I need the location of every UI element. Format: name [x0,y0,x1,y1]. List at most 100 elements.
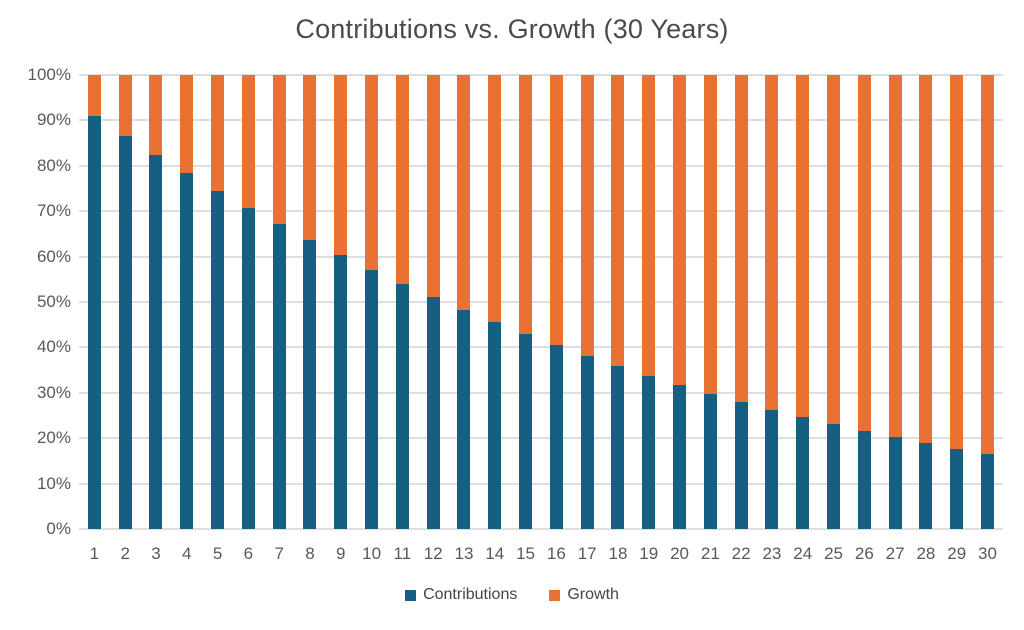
growth-segment [796,75,810,417]
growth-segment [426,75,440,298]
contributions-segment [827,424,841,529]
bar-column [880,75,911,529]
contributions-segment [87,116,101,529]
stacked-bar-year-1 [87,75,101,529]
contributions-segment [981,453,994,529]
growth-swatch-icon [549,589,561,601]
x-axis-label: 6 [243,544,254,563]
stacked-bar-year-23 [765,75,779,529]
legend-item-growth: Growth [549,586,619,604]
bar-column [387,75,418,529]
bar-column [141,75,172,529]
contributions-segment [703,393,717,529]
x-axis-label: 7 [274,544,284,563]
contributions-segment [334,255,348,529]
y-axis-label: 100% [27,65,71,84]
growth-segment [365,75,379,271]
contributions-segment [180,173,194,529]
contributions-segment [149,154,163,529]
contributions-segment [888,436,902,529]
contributions-segment [488,322,502,529]
x-axis-label: 8 [305,544,315,563]
y-axis-label: 0% [46,519,71,538]
x-axis-label: 20 [670,544,689,563]
contributions-segment [549,345,563,529]
bar-column [695,75,726,529]
contributions-segment [272,224,286,529]
contributions-swatch-icon [405,589,417,601]
stacked-bar-year-6 [241,75,255,529]
stacked-bar-year-10 [365,75,379,529]
contributions-segment [395,283,409,529]
contributions-segment [457,310,471,529]
bar-column [664,75,695,529]
bar-column [849,75,880,529]
x-axis-label: 4 [182,544,192,563]
bar-column [479,75,510,529]
stacked-bar-year-21 [703,75,717,529]
contributions-segment [241,208,255,529]
x-axis-label: 29 [947,544,967,563]
y-axis-label: 40% [36,337,71,357]
gridline [79,164,1003,167]
stacked-bar-year-2 [118,75,132,529]
growth-segment [919,75,933,443]
x-axis-label: 26 [854,544,874,563]
stacked-bar-year-16 [549,75,563,529]
growth-segment [580,75,594,357]
gridline [79,437,1003,440]
legend-label-growth: Growth [567,586,619,603]
x-axis-label: 27 [885,544,905,563]
growth-segment [149,75,163,155]
growth-segment [765,75,779,410]
x-axis-label: 3 [151,544,161,563]
y-axis-label: 80% [36,155,71,175]
stacked-bar-year-29 [950,75,964,529]
stacked-bar-year-18 [611,75,625,529]
growth-segment [611,75,625,366]
chart-title: Contributions vs. Growth (30 Years) [295,14,729,44]
bar-column [572,75,603,529]
bar-column [110,75,141,529]
stacked-bar-year-28 [919,75,933,529]
growth-segment [673,75,687,386]
x-axis-label: 23 [762,544,782,563]
stacked-bar-year-12 [426,75,440,529]
stacked-bar-year-24 [796,75,810,529]
plot-area [79,74,1003,530]
y-axis-label: 50% [36,292,71,311]
bar-column [295,75,326,529]
stacked-bar-year-15 [519,75,533,529]
stacked-bar-year-5 [211,75,225,529]
legend-label-contributions: Contributions [423,586,518,603]
contributions-segment [765,409,779,529]
bar-column [325,75,356,529]
contributions-segment [211,190,225,529]
bar-column [264,75,295,529]
stacked-bar-year-11 [395,75,409,529]
bar-column [787,75,818,529]
growth-segment [734,75,748,402]
stacked-bar-year-9 [334,75,348,529]
bar-column [449,75,480,529]
gridline [79,528,1003,530]
contributions-segment [519,334,533,529]
growth-segment [87,75,101,117]
contributions-segment [642,375,656,529]
contributions-segment [580,356,594,529]
gridline [79,119,1003,122]
stacked-bar-year-4 [180,75,194,529]
bar-column [972,75,1003,529]
x-axis-label: 21 [700,544,720,563]
contributions-segment [673,385,687,529]
stacked-bar-year-3 [149,75,163,529]
growth-segment [519,75,533,335]
bar-column [418,75,449,529]
y-axis-label: 60% [36,246,71,266]
x-axis-label: 10 [362,544,382,563]
x-axis-label: 2 [120,544,130,563]
bar-column [202,75,233,529]
contributions-segment [796,416,810,529]
y-axis-label: 90% [36,110,71,130]
x-axis-label: 25 [824,544,843,563]
